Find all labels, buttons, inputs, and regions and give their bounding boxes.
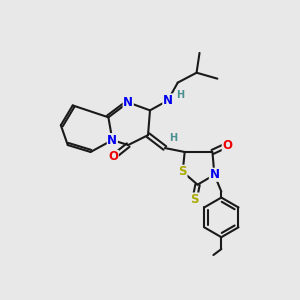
Text: H: H — [176, 89, 184, 100]
Text: N: N — [209, 168, 219, 181]
Text: N: N — [123, 96, 133, 109]
Text: N: N — [163, 94, 173, 107]
Text: N: N — [107, 134, 117, 147]
Text: O: O — [222, 139, 232, 152]
Text: O: O — [108, 150, 118, 164]
Text: S: S — [178, 165, 187, 178]
Text: S: S — [190, 193, 199, 206]
Text: H: H — [169, 133, 177, 143]
